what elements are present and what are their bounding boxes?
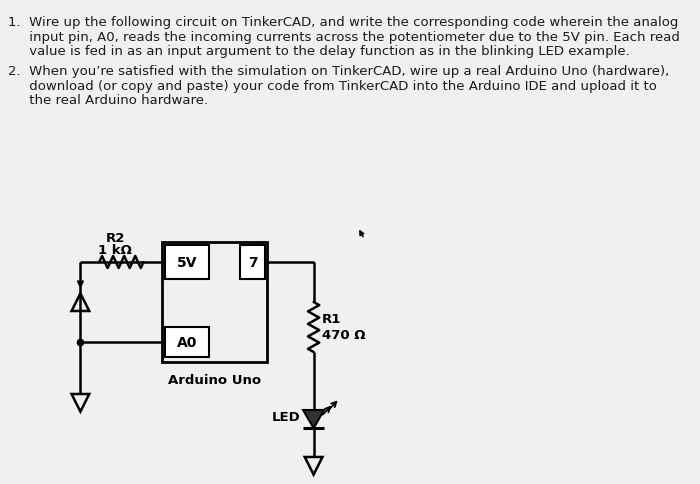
Text: input pin, A0, reads the incoming currents across the potentiometer due to the 5: input pin, A0, reads the incoming curren… [8, 30, 680, 44]
FancyBboxPatch shape [164, 245, 209, 279]
Text: R1: R1 [321, 313, 341, 326]
Text: 1.  Wire up the following circuit on TinkerCAD, and write the corresponding code: 1. Wire up the following circuit on Tink… [8, 16, 678, 29]
Polygon shape [303, 410, 324, 428]
Text: 5V: 5V [176, 256, 197, 270]
Text: LED: LED [272, 410, 301, 424]
FancyBboxPatch shape [240, 245, 265, 279]
Text: 1 kΩ: 1 kΩ [98, 243, 132, 257]
Text: download (or copy and paste) your code from TinkerCAD into the Arduino IDE and u: download (or copy and paste) your code f… [8, 80, 657, 93]
Text: value is fed in as an input argument to the delay function as in the blinking LE: value is fed in as an input argument to … [8, 45, 630, 58]
Text: A0: A0 [177, 335, 197, 349]
Text: the real Arduino hardware.: the real Arduino hardware. [8, 94, 208, 107]
Text: 470 Ω: 470 Ω [321, 329, 365, 342]
Text: Arduino Uno: Arduino Uno [168, 373, 261, 386]
Text: 7: 7 [248, 256, 258, 270]
Text: 2.  When you’re satisfied with the simulation on TinkerCAD, wire up a real Ardui: 2. When you’re satisfied with the simula… [8, 65, 669, 78]
FancyBboxPatch shape [164, 327, 209, 357]
Text: R2: R2 [105, 231, 125, 244]
